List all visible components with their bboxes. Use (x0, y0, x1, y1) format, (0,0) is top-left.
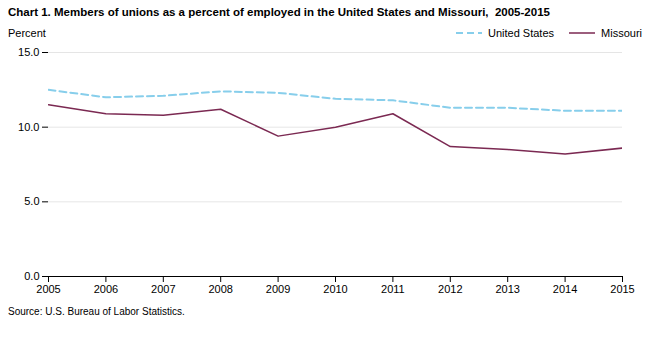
html-text:Missouri: Missouri (601, 27, 642, 39)
svg-text:2010: 2010 (323, 283, 347, 295)
html-text:Chart 1. Members of unions as: Chart 1. Members of unions as a percent … (8, 6, 550, 18)
svg-text:2006: 2006 (94, 283, 118, 295)
svg-text:10.0: 10.0 (18, 121, 39, 133)
svg-text:2008: 2008 (208, 283, 232, 295)
svg-text:15.0: 15.0 (18, 46, 39, 58)
svg-text:0.0: 0.0 (24, 270, 39, 282)
svg-text:2015: 2015 (610, 283, 634, 295)
svg-text:2007: 2007 (151, 283, 175, 295)
html-text:United States: United States (488, 27, 554, 39)
svg-text:2013: 2013 (495, 283, 519, 295)
svg-text:2012: 2012 (438, 283, 462, 295)
svg-text:2014: 2014 (553, 283, 577, 295)
svg-text:2005: 2005 (36, 283, 60, 295)
html-text:Percent: Percent (8, 27, 46, 39)
svg-text:5.0: 5.0 (24, 195, 39, 207)
html-text:Source: U.S. Bureau of Labor S: Source: U.S. Bureau of Labor Statistics. (8, 306, 185, 317)
svg-text:2011: 2011 (381, 283, 405, 295)
svg-text:2009: 2009 (266, 283, 290, 295)
